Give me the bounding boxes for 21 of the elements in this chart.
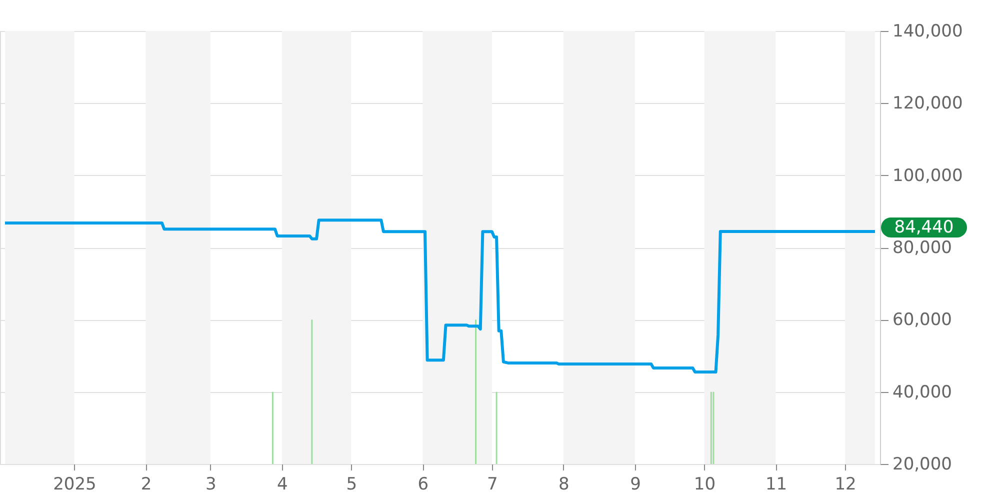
x-tick-label: 8 — [558, 474, 570, 494]
x-tick-label: 2025 — [53, 474, 96, 494]
x-tick-label: 4 — [277, 474, 288, 494]
x-tick-label: 9 — [630, 474, 641, 494]
x-tick-label: 3 — [205, 474, 216, 494]
y-tick-label: 20,000 — [892, 454, 952, 474]
x-tick-label: 7 — [487, 474, 498, 494]
y-tick-label: 60,000 — [892, 310, 952, 330]
x-tick-label: 2 — [140, 474, 152, 494]
y-tick-label: 100,000 — [892, 166, 963, 186]
y-tick-label: 80,000 — [892, 238, 952, 258]
x-tick-label: 5 — [346, 474, 358, 494]
x-tick-label: 12 — [834, 474, 856, 494]
y-tick-label: 40,000 — [892, 382, 952, 402]
y-tick-label: 140,000 — [892, 22, 963, 42]
line-series — [4, 218, 876, 374]
annotation: 84,440 — [894, 217, 954, 238]
y-tick-label: 120,000 — [892, 94, 963, 114]
x-tick-label: 10 — [694, 474, 716, 494]
x-tick-label: 11 — [765, 474, 788, 494]
x-tick-label: 6 — [418, 474, 429, 494]
